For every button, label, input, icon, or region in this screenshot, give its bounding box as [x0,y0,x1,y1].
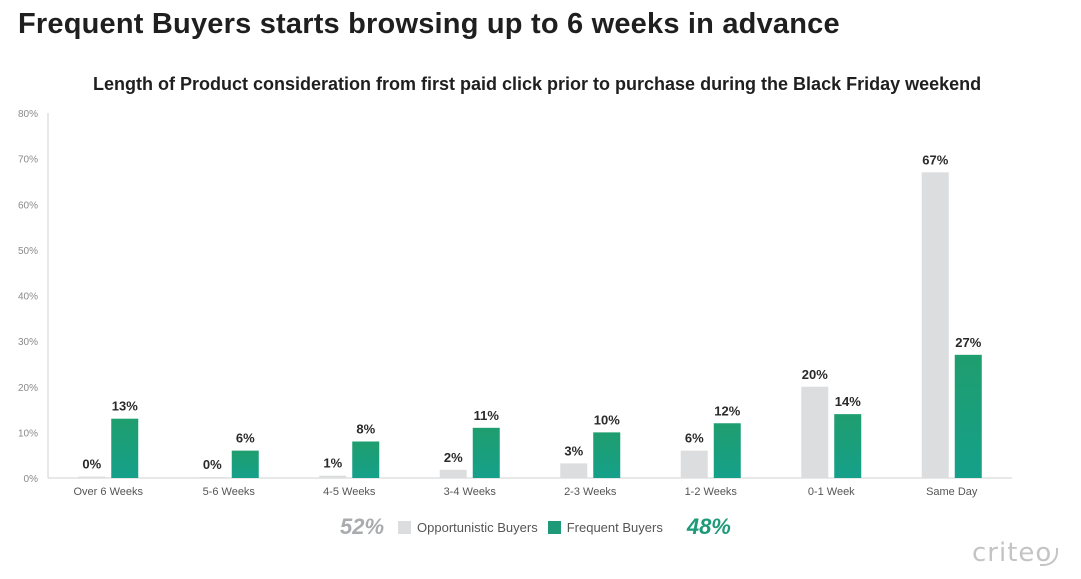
y-tick-label: 50% [18,246,38,257]
x-tick-label: 5-6 Weeks [203,486,256,498]
y-tick-label: 60% [18,200,38,211]
criteo-logo: criteo [972,538,1053,568]
x-tick-label: Over 6 Weeks [74,486,144,498]
logo-mark-icon [1040,548,1058,566]
data-label: 67% [922,152,948,167]
data-label: 13% [112,399,138,414]
x-tick-label: Same Day [926,486,978,498]
data-label: 0% [82,457,101,472]
data-label: 12% [714,403,740,418]
opportunistic-swatch [398,520,412,534]
data-label: 6% [685,431,704,446]
legend-label-frequent: Frequent Buyers [566,519,663,535]
bar-frequent [352,441,380,478]
data-label: 1% [323,456,342,471]
legend-label-opportunistic: Opportunistic Buyers [417,519,538,535]
bar-opportunistic [680,450,708,478]
y-tick-label: 70% [18,155,38,166]
bar-opportunistic [78,476,106,478]
data-label: 3% [564,443,583,458]
chart-title: Length of Product consideration from fir… [93,74,982,94]
bar-opportunistic [560,463,588,478]
x-tick-label: 1-2 Weeks [685,486,738,498]
opportunistic-share: 52% [340,514,385,539]
bar-frequent [954,354,982,478]
data-label: 14% [835,394,861,409]
data-label: 8% [356,422,375,437]
page-title: Frequent Buyers starts browsing up to 6 … [18,8,840,40]
y-tick-label: 30% [18,337,38,348]
x-tick-label: 0-1 Week [808,486,855,498]
legend: 52% Opportunistic Buyers Frequent Buyers… [340,512,731,542]
frequent-share: 48% [686,514,731,539]
y-tick-label: 0% [24,474,39,485]
y-tick-label: 20% [18,383,38,394]
bar-frequent [713,423,741,478]
frequent-swatch [547,520,561,534]
bar-frequent [472,427,500,478]
bar-opportunistic [801,386,829,478]
data-label: 2% [444,450,463,465]
data-label: 6% [236,431,255,446]
data-label: 11% [474,408,500,423]
x-tick-label: 4-5 Weeks [323,486,376,498]
bar-frequent [111,418,139,478]
bar-frequent [231,450,259,478]
bar-opportunistic [921,172,949,478]
bar-frequent [593,432,621,478]
x-tick-label: 3-4 Weeks [444,486,497,498]
y-tick-label: 80% [18,109,38,120]
data-label: 0% [203,457,222,472]
data-label: 10% [594,412,620,427]
y-tick-label: 40% [18,292,38,303]
y-tick-label: 10% [18,428,38,439]
x-tick-label: 2-3 Weeks [564,486,617,498]
data-label: 27% [955,335,981,350]
bar-opportunistic [319,475,347,478]
data-label: 20% [802,367,828,382]
bar-opportunistic [198,477,226,478]
bar-frequent [834,414,862,478]
bar-opportunistic [439,469,467,478]
